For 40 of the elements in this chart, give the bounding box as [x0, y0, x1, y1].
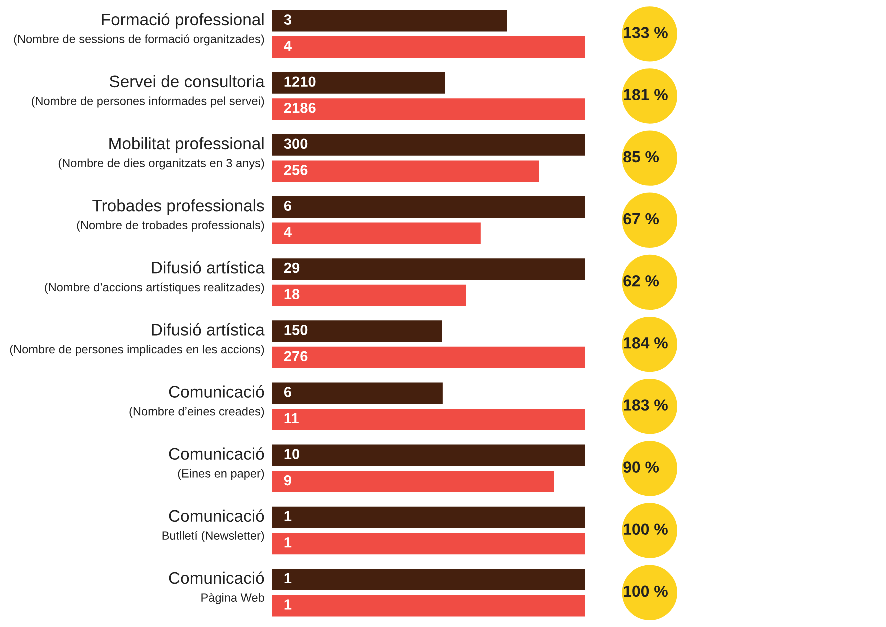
category-label: Comunicació Pàgina Web [169, 572, 264, 604]
category-label: Mobilitat professional (Nombre de dies organitzats en 3 anys) [58, 137, 264, 170]
data-label: 150 [284, 324, 308, 336]
category-label: Comunicació (Nombre d’eines creades) [130, 386, 264, 418]
text: 100 % [624, 524, 668, 536]
data-label: 6 [284, 387, 292, 398]
data-label: 1 [284, 600, 292, 610]
text: 62 % [624, 275, 660, 287]
data-label: 6 [284, 200, 292, 212]
text: 183 % [624, 400, 668, 411]
data-label: 2186 [284, 102, 316, 114]
data-label: 11 [284, 413, 299, 424]
data-label: 1 [284, 511, 292, 522]
text: 184 % [624, 338, 668, 349]
data-label: 256 [284, 165, 308, 176]
text: 100 % [624, 586, 668, 598]
category-label: Difusió artística (Nombre d’accions artístiques realitzades) [45, 261, 265, 294]
data-label: 300 [284, 138, 308, 150]
data-label: 29 [284, 262, 300, 274]
category-label: Comunicació (Eines en paper) [169, 448, 264, 480]
category-label: Comunicació Butlletí (Newsletter) [162, 510, 264, 542]
data-label: 1 [284, 573, 292, 584]
category-label: Difusió artística (Nombre de persones implicades en les accions) [10, 323, 265, 356]
data-label: 4 [284, 227, 292, 238]
category-label: Servei de consultoria (Nombre de persones informades pel servei) [32, 75, 265, 108]
data-label: 4 [284, 41, 292, 52]
category-label: Trobades professionals (Nombre de trobades professionals) [77, 199, 264, 232]
data-label: 18 [284, 289, 300, 300]
text: 181 % [624, 89, 668, 101]
data-label: 1 [284, 538, 292, 548]
data-label: 3 [284, 14, 292, 25]
data-label: 1210 [284, 76, 316, 88]
data-label: 10 [284, 449, 300, 460]
data-label: 9 [284, 475, 292, 486]
text: 67 % [624, 213, 660, 225]
text: 90 % [624, 462, 660, 473]
text: 85 % [624, 151, 660, 163]
text: 133 % [624, 27, 668, 38]
data-label: 276 [284, 351, 308, 362]
category-label: Formació professional (Nombre de sessions de formació organitzades) [14, 13, 264, 46]
